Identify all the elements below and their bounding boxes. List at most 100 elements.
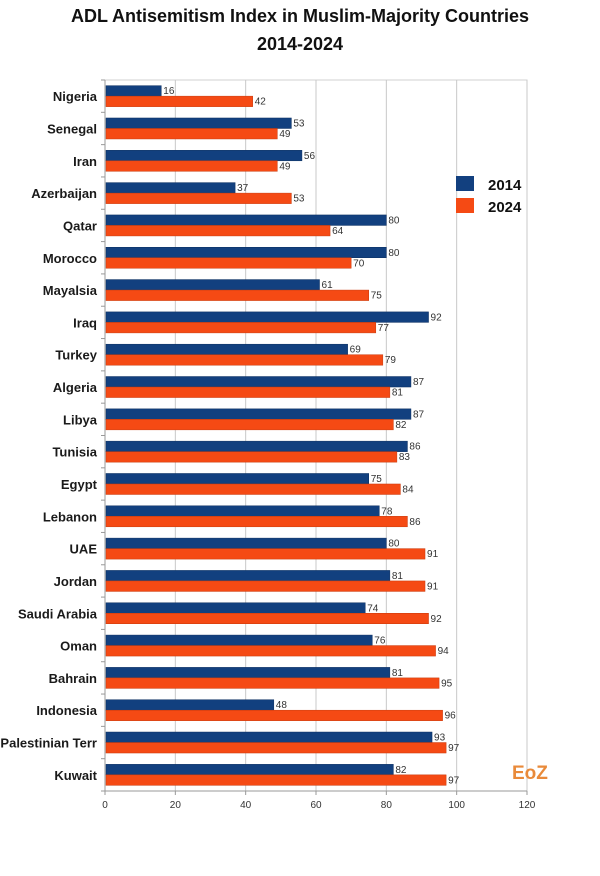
data-label-2024: 91 bbox=[427, 581, 439, 592]
category-label: Kuwait bbox=[54, 768, 97, 783]
bar-2014 bbox=[105, 279, 320, 291]
category-label: Palestinian Terr bbox=[0, 736, 97, 751]
bar-2014 bbox=[105, 117, 292, 129]
data-label-2024: 64 bbox=[332, 226, 344, 237]
x-tick-label: 60 bbox=[310, 800, 322, 811]
legend-swatch-2024 bbox=[456, 198, 474, 213]
bar-2014 bbox=[105, 537, 387, 549]
data-label-2024: 91 bbox=[427, 549, 439, 560]
bar-2024 bbox=[105, 580, 426, 592]
data-label-2014: 80 bbox=[388, 539, 400, 550]
x-tick-label: 80 bbox=[381, 800, 393, 811]
bar-2014 bbox=[105, 150, 303, 162]
data-label-2014: 61 bbox=[322, 280, 334, 291]
category-label: Azerbaijan bbox=[31, 186, 97, 201]
category-label: Oman bbox=[60, 639, 97, 654]
bar-2014 bbox=[105, 311, 429, 323]
data-label-2024: 96 bbox=[445, 711, 457, 722]
bar-2024 bbox=[105, 128, 278, 140]
chart-title: ADL Antisemitism Index in Muslim-Majorit… bbox=[70, 6, 530, 26]
category-label: Iran bbox=[73, 154, 97, 169]
bar-2014 bbox=[105, 214, 387, 226]
bar-2024 bbox=[105, 548, 426, 560]
bar-2024 bbox=[105, 645, 436, 657]
category-label: Tunisia bbox=[52, 445, 97, 460]
data-label-2014: 56 bbox=[304, 151, 316, 162]
x-tick-label: 120 bbox=[519, 800, 536, 811]
bar-2014 bbox=[105, 570, 391, 582]
data-label-2024: 83 bbox=[399, 452, 411, 463]
bar-2024 bbox=[105, 516, 408, 528]
legend-label-2014: 2014 bbox=[488, 177, 522, 194]
data-label-2014: 93 bbox=[434, 733, 446, 744]
data-label-2014: 37 bbox=[237, 183, 249, 194]
data-label-2014: 80 bbox=[388, 248, 400, 259]
bar-2024 bbox=[105, 322, 377, 334]
bar-2024 bbox=[105, 742, 447, 754]
data-label-2024: 97 bbox=[448, 743, 460, 754]
bar-2014 bbox=[105, 764, 394, 776]
data-label-2024: 82 bbox=[395, 420, 407, 431]
bar-2024 bbox=[105, 386, 391, 398]
data-label-2014: 75 bbox=[371, 474, 383, 485]
bar-2024 bbox=[105, 225, 331, 237]
data-label-2024: 70 bbox=[353, 258, 365, 269]
data-label-2014: 69 bbox=[350, 345, 362, 356]
data-label-2024: 97 bbox=[448, 775, 460, 786]
bar-2014 bbox=[105, 473, 369, 485]
category-label: UAE bbox=[70, 542, 98, 557]
data-label-2024: 42 bbox=[255, 97, 267, 108]
bar-2014 bbox=[105, 85, 162, 97]
data-label-2024: 49 bbox=[279, 161, 291, 172]
category-label: Saudi Arabia bbox=[18, 606, 98, 621]
bar-2024 bbox=[105, 160, 278, 172]
x-tick-label: 0 bbox=[102, 800, 108, 811]
bar-2024 bbox=[105, 483, 401, 495]
chart-subtitle: 2014-2024 bbox=[256, 34, 344, 54]
bar-2014 bbox=[105, 408, 412, 420]
data-label-2024: 81 bbox=[392, 388, 404, 399]
bar-2014 bbox=[105, 440, 408, 452]
data-label-2024: 75 bbox=[371, 291, 383, 302]
data-label-2024: 79 bbox=[385, 355, 397, 366]
bar-2014 bbox=[105, 505, 380, 517]
category-label: Libya bbox=[63, 412, 98, 427]
data-label-2024: 94 bbox=[438, 646, 450, 657]
category-label: Lebanon bbox=[43, 509, 97, 524]
bar-2014 bbox=[105, 182, 236, 194]
category-label: Qatar bbox=[63, 218, 97, 233]
data-label-2014: 80 bbox=[388, 215, 400, 226]
bar-2014 bbox=[105, 667, 391, 679]
category-label: Mayalsia bbox=[43, 283, 98, 298]
bar-2024 bbox=[105, 419, 394, 431]
data-label-2014: 16 bbox=[163, 86, 175, 97]
data-label-2014: 81 bbox=[392, 668, 404, 679]
bar-2024 bbox=[105, 774, 447, 786]
data-label-2014: 78 bbox=[381, 506, 393, 517]
category-label: Jordan bbox=[54, 574, 97, 589]
category-label: Bahrain bbox=[49, 671, 97, 686]
data-label-2024: 84 bbox=[402, 484, 414, 495]
bar-2014 bbox=[105, 343, 348, 355]
data-label-2024: 86 bbox=[409, 517, 421, 528]
x-tick-label: 20 bbox=[170, 800, 182, 811]
data-label-2024: 49 bbox=[279, 129, 291, 140]
category-label: Egypt bbox=[61, 477, 98, 492]
bar-2014 bbox=[105, 247, 387, 258]
x-tick-label: 100 bbox=[448, 800, 465, 811]
bar-2024 bbox=[105, 709, 443, 721]
data-label-2014: 48 bbox=[276, 700, 288, 711]
data-label-2014: 86 bbox=[409, 442, 421, 453]
data-label-2014: 53 bbox=[293, 118, 305, 129]
bar-2024 bbox=[105, 289, 369, 301]
category-label: Indonesia bbox=[36, 703, 97, 718]
category-label: Morocco bbox=[43, 251, 97, 266]
watermark-logo: EoZ bbox=[512, 763, 548, 784]
bar-2014 bbox=[105, 634, 373, 646]
data-label-2024: 77 bbox=[378, 323, 390, 334]
data-label-2014: 81 bbox=[392, 571, 404, 582]
bar-2014 bbox=[105, 699, 275, 711]
data-label-2024: 53 bbox=[293, 194, 305, 205]
bar-2014 bbox=[105, 602, 366, 614]
data-label-2014: 82 bbox=[395, 765, 407, 776]
